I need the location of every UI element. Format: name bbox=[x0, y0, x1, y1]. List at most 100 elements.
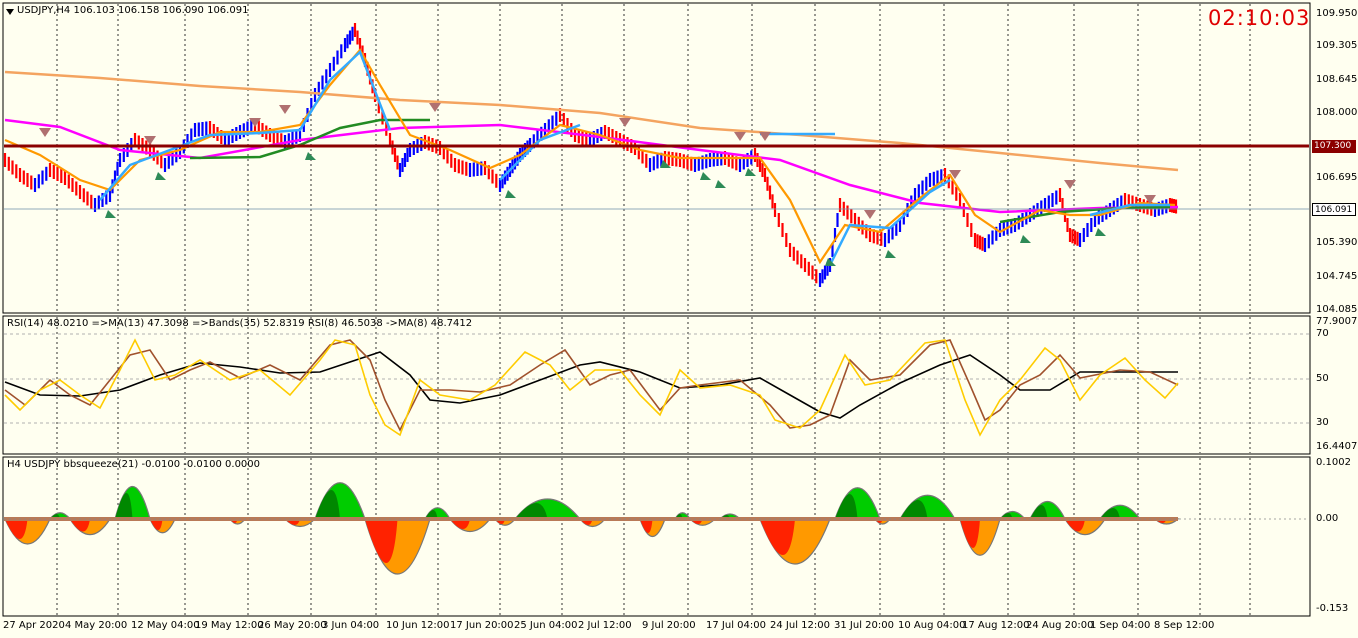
date-tick: 17 Aug 12:00 bbox=[962, 620, 1030, 631]
sell-arrow-icon bbox=[619, 118, 631, 127]
main-header: USDJPY,H4 106.103 106.158 106.090 106.09… bbox=[17, 5, 248, 17]
buy-arrow-icon bbox=[825, 258, 836, 266]
ma-cyan-line bbox=[99, 49, 392, 201]
rsi-ma-line bbox=[4, 339, 1179, 432]
price-tick: 105.390 bbox=[1316, 237, 1358, 248]
squeeze-bar bbox=[1100, 508, 1120, 519]
rsi-fast-line bbox=[4, 338, 1179, 437]
buy-arrow-icon bbox=[745, 168, 756, 176]
squeeze-bar bbox=[450, 519, 470, 529]
date-tick: 24 Aug 20:00 bbox=[1026, 620, 1094, 631]
date-tick: 4 May 20:00 bbox=[65, 620, 128, 631]
squeeze-bar bbox=[1065, 519, 1085, 532]
ma-green-line bbox=[189, 118, 430, 160]
buy-arrow-icon bbox=[1020, 235, 1031, 243]
rsi-tick: 30 bbox=[1316, 417, 1329, 428]
rsi-levels bbox=[4, 333, 1309, 424]
buy-arrow-icon bbox=[105, 210, 116, 218]
date-tick: 19 May 12:00 bbox=[195, 620, 264, 631]
ma-orange-line bbox=[4, 48, 1176, 265]
date-tick: 17 Jun 20:00 bbox=[450, 620, 514, 631]
date-tick: 1 Sep 04:00 bbox=[1090, 620, 1151, 631]
squeeze-bar bbox=[150, 519, 163, 530]
sell-arrow-icon bbox=[1144, 195, 1156, 204]
vertical-grid bbox=[56, 4, 1251, 615]
ma-cyan-line-3 bbox=[828, 178, 951, 266]
rsi-bands-line bbox=[4, 351, 1178, 419]
date-tick: 25 Jun 04:00 bbox=[514, 620, 578, 631]
squeeze-pane[interactable] bbox=[2, 456, 1311, 617]
rsi-tick: 70 bbox=[1316, 328, 1329, 339]
squeeze-bar bbox=[760, 519, 795, 555]
sell-arrow-icon bbox=[249, 118, 261, 127]
squeeze-bar bbox=[315, 490, 340, 519]
rsi-tick: 50 bbox=[1316, 373, 1329, 384]
bar-timer: 02:10:03 bbox=[1208, 6, 1311, 30]
date-tick: 8 Sep 12:00 bbox=[1154, 620, 1215, 631]
squeeze-bar bbox=[960, 519, 980, 548]
rsi-pane[interactable] bbox=[2, 315, 1311, 455]
date-tick: 10 Aug 04:00 bbox=[898, 620, 966, 631]
date-tick: 24 Jul 12:00 bbox=[770, 620, 830, 631]
squeeze-bar bbox=[365, 519, 398, 563]
squeeze-tick: 0.1002 bbox=[1316, 457, 1351, 468]
date-tick: 27 Apr 2020 bbox=[3, 620, 65, 631]
squeeze-bar bbox=[115, 493, 133, 519]
squeeze-tick: 0.00 bbox=[1316, 513, 1339, 524]
squeeze-bar bbox=[515, 503, 548, 519]
squeeze-header: H4 USDJPY bbsqueeze(21) -0.0100 -0.0100 … bbox=[7, 459, 261, 470]
sell-arrow-icon bbox=[429, 103, 441, 112]
buy-arrow-icon bbox=[715, 180, 726, 188]
ma-cyan-line-2 bbox=[499, 123, 581, 181]
squeeze-tick: -0.153 bbox=[1316, 603, 1349, 614]
sell-arrow-icon bbox=[279, 105, 291, 114]
squeeze-bar bbox=[1030, 505, 1048, 519]
squeeze-bar bbox=[5, 519, 28, 539]
buy-arrow-icon bbox=[505, 190, 516, 198]
squeeze-histogram bbox=[4, 482, 1309, 575]
price-tick: 109.305 bbox=[1316, 40, 1358, 51]
price-tick: 109.950 bbox=[1316, 8, 1358, 19]
buy-arrow-icon bbox=[1095, 228, 1106, 236]
price-tick: 104.085 bbox=[1316, 304, 1358, 315]
buy-arrow-icon bbox=[155, 172, 166, 180]
squeeze-bar bbox=[640, 519, 653, 533]
ma-cyan-line-4 bbox=[1089, 203, 1170, 217]
sell-arrow-icon bbox=[759, 132, 771, 141]
price-tick: 104.745 bbox=[1316, 271, 1358, 282]
ma-slow-line bbox=[4, 70, 1179, 172]
ma-green-line-2 bbox=[999, 205, 1171, 224]
squeeze-bar bbox=[835, 494, 858, 519]
price-tick: 108.645 bbox=[1316, 74, 1358, 85]
sell-arrow-icon bbox=[949, 170, 961, 179]
date-tick: 12 May 04:00 bbox=[131, 620, 200, 631]
price-tick: 108.000 bbox=[1316, 107, 1358, 118]
rsi-tick: 77.9007 bbox=[1316, 316, 1358, 327]
buy-arrow-icon bbox=[660, 160, 671, 168]
price-series bbox=[3, 23, 1309, 287]
sell-arrow-icon bbox=[144, 136, 156, 145]
squeeze-bar bbox=[70, 519, 90, 532]
ohlc-label: 106.103 106.158 106.090 106.091 bbox=[73, 5, 249, 16]
date-tick: 2 Jul 12:00 bbox=[578, 620, 632, 631]
date-tick: 17 Jul 04:00 bbox=[706, 620, 766, 631]
buy-arrow-icon bbox=[700, 172, 711, 180]
date-tick: 9 Jul 20:00 bbox=[642, 620, 696, 631]
date-tick: 31 Jul 20:00 bbox=[834, 620, 894, 631]
squeeze-bar bbox=[425, 510, 438, 519]
buy-arrow-icon bbox=[305, 152, 316, 160]
rsi-series bbox=[4, 338, 1179, 437]
date-tick: 3 Jun 04:00 bbox=[322, 620, 380, 631]
current-price-box: 106.091 bbox=[1312, 203, 1356, 216]
sell-arrow-icon bbox=[39, 128, 51, 137]
price-tick: 106.695 bbox=[1316, 172, 1358, 183]
buy-arrow-icon bbox=[885, 250, 896, 258]
squeeze-bar bbox=[900, 500, 928, 519]
symbol-label: USDJPY,H4 bbox=[17, 5, 71, 16]
main-pane[interactable] bbox=[2, 2, 1311, 314]
collapse-triangle-icon[interactable] bbox=[6, 9, 14, 15]
sell-arrow-icon bbox=[1064, 180, 1076, 189]
date-tick: 10 Jun 12:00 bbox=[386, 620, 450, 631]
sell-arrow-icon bbox=[734, 132, 746, 141]
